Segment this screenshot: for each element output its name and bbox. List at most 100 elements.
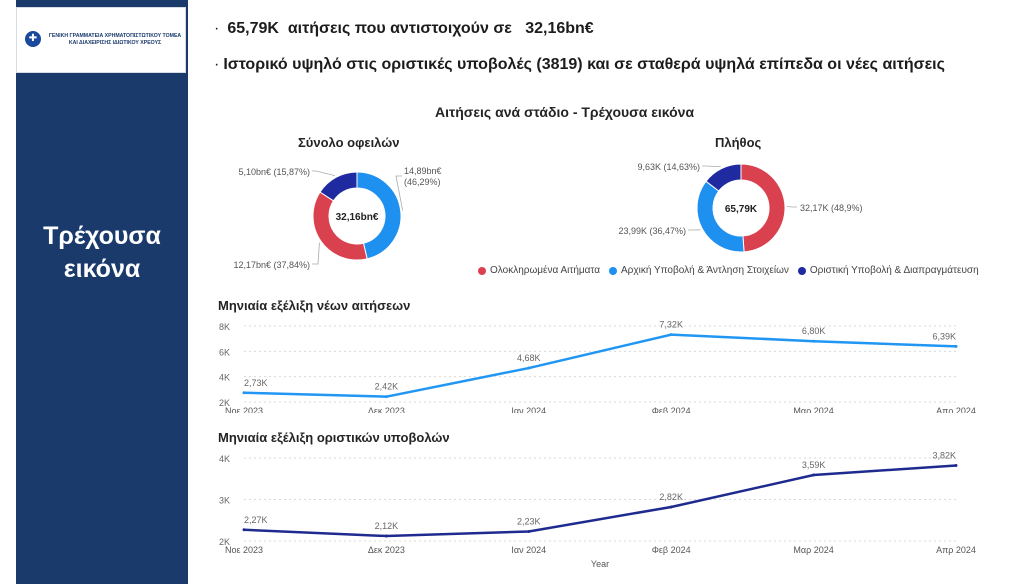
bullet-dot: · xyxy=(214,56,220,73)
data-point xyxy=(812,339,816,343)
data-point xyxy=(954,463,958,467)
leader-line xyxy=(312,242,320,265)
legend-item[interactable]: Αρχική Υποβολή & Άντληση Στοιχείων xyxy=(609,265,789,276)
data-label: 7,32K xyxy=(659,320,683,330)
sidebar-title-line-2: εικόνα xyxy=(63,255,141,283)
donut-count-title: Πλήθος xyxy=(715,135,762,150)
data-point xyxy=(527,529,531,533)
line-chart-new-applications: 8K 6K 4K 2K 2,73K Νοε 2023 2,42K Δεκ 2023 4,68K Ι… xyxy=(219,320,976,413)
donut-slice xyxy=(319,171,358,202)
data-point xyxy=(954,344,958,348)
x-tick-label: Νοε 2023 xyxy=(225,545,263,555)
summary-bullet-1: · 65,79K αιτήσεις που αντιστοιχούν σε 32,… xyxy=(214,20,594,38)
donut-slice xyxy=(705,163,742,192)
y-tick-label: 2K xyxy=(219,537,230,547)
leader-line xyxy=(786,206,797,208)
donut-chart-count: 32,17K (48,9%) 23,99K (36,47%) 9,63K (14,6… xyxy=(618,162,863,253)
y-tick-label: 6K xyxy=(219,347,230,357)
data-point xyxy=(669,333,673,337)
donut-center-label: 65,79K xyxy=(725,204,758,215)
leader-line xyxy=(395,175,404,211)
slice-data-label: 12,17bn€ (37,84%) xyxy=(233,260,310,270)
sidebar-title: Τρέχουσα εικόνα xyxy=(16,220,188,286)
slice-data-label: 14,89bn€ (46,29%) xyxy=(404,166,442,187)
slice-percent: (46,29%) xyxy=(404,177,441,187)
leader-line xyxy=(702,165,721,168)
x-tick-label: Δεκ 2023 xyxy=(368,406,405,413)
data-point xyxy=(384,395,388,399)
bullet-dot: · xyxy=(214,20,220,37)
donut-charts: 14,89bn€ (46,29%) 12,17bn€ (37,84%) 5,10bn€… xyxy=(233,162,863,270)
bullet-1-text: αιτήσεις που αντιστοιχούν σε xyxy=(287,20,512,37)
data-label: 2,12K xyxy=(375,521,399,531)
chart-legend: Ολοκληρωμένα Αιτήματα Αρχική Υποβολή & Άν… xyxy=(478,265,979,276)
logo-line-2: ΚΑΙ ΔΙΑΧΕΙΡΙΣΗΣ ΙΔΙΩΤΙΚΟΥ ΧΡΕΟΥΣ xyxy=(68,40,162,46)
series-line xyxy=(243,333,957,398)
y-tick-label: 3K xyxy=(219,496,230,506)
legend-dot-icon xyxy=(609,266,618,275)
data-point xyxy=(242,528,246,532)
data-point xyxy=(242,391,246,395)
legend-label: Ολοκληρωμένα Αιτήματα xyxy=(490,265,601,276)
slice-data-label: 5,10bn€ (15,87%) xyxy=(238,167,310,177)
organization-logo: ✚ ΓΕΝΙΚΗ ΓΡΑΜΜΑΤΕΙΑ ΧΡΗΜΑΤΟΠΙΣΤΩΤΙΚΟΥ ΤΟ… xyxy=(16,7,186,73)
data-label: 2,27K xyxy=(244,515,268,525)
legend-dot-icon xyxy=(797,266,806,275)
donut-debts-title: Σύνολο οφειλών xyxy=(298,135,400,150)
logo-line-1: ΓΕΝΙΚΗ ΓΡΑΜΜΑΤΕΙΑ ΧΡΗΜΑΤΟΠΙΣΤΩΤΙΚΟΥ ΤΟΜΕ… xyxy=(48,33,182,39)
data-label: 6,80K xyxy=(802,326,826,336)
data-label: 2,73K xyxy=(244,378,268,388)
data-point xyxy=(384,534,388,538)
data-label: 4,68K xyxy=(517,353,541,363)
data-point xyxy=(812,473,816,477)
x-tick-label: Απρ 2024 xyxy=(936,545,976,555)
donut-slice xyxy=(740,163,786,253)
line-chart-final-submissions: 4K 3K 2K 2,27K Νοε 2023 2,12K Δεκ 2023 2,23K Ιαν… xyxy=(219,450,976,569)
applications-count: 65,79K xyxy=(227,20,279,37)
y-tick-label: 4K xyxy=(219,373,230,383)
bullet-2-text: Ιστορικό υψηλό στις οριστικές υποβολές (… xyxy=(223,56,945,73)
x-tick-label: Δεκ 2023 xyxy=(368,545,405,555)
slice-data-label: 32,17K (48,9%) xyxy=(800,203,863,213)
donut-slice xyxy=(696,180,745,253)
line-chart-final-subs-title: Μηνιαία εξέλιξη οριστικών υποβολών xyxy=(218,430,450,445)
section-title: Αιτήσεις ανά στάδιο - Τρέχουσα εικόνα xyxy=(435,104,695,120)
x-tick-label: Φεβ 2024 xyxy=(652,406,691,413)
data-point xyxy=(527,366,531,370)
slice-data-label: 9,63K (14,63%) xyxy=(637,162,700,172)
y-tick-label: 8K xyxy=(219,322,230,332)
x-tick-label: Νοε 2023 xyxy=(225,406,263,413)
slice-value: 14,89bn€ xyxy=(404,166,442,176)
y-tick-label: 2K xyxy=(219,398,230,408)
y-tick-label: 4K xyxy=(219,454,230,464)
debt-amount: 32,16bn€ xyxy=(525,20,594,37)
legend-item[interactable]: Οριστική Υποβολή & Διαπραγμάτευση xyxy=(797,265,979,276)
donut-slice xyxy=(312,191,368,261)
summary-bullet-2: · Ιστορικό υψηλό στις οριστικές υποβολές … xyxy=(214,56,945,74)
sidebar-panel xyxy=(16,0,188,584)
x-tick-label: Ιαν 2024 xyxy=(511,545,546,555)
data-label: 2,23K xyxy=(517,516,541,526)
x-tick-label: Απρ 2024 xyxy=(936,406,976,413)
data-label: 3,59K xyxy=(802,460,826,470)
legend-dot-icon xyxy=(478,266,486,275)
data-label: 3,82K xyxy=(932,450,956,460)
sidebar-title-line-1: Τρέχουσα xyxy=(43,222,161,250)
donut-center-label: 32,16bn€ xyxy=(336,212,379,223)
data-label: 2,82K xyxy=(659,492,683,502)
legend-label: Οριστική Υποβολή & Διαπραγμάτευση xyxy=(809,265,979,276)
leader-line xyxy=(312,170,336,176)
data-label: 2,42K xyxy=(375,382,399,392)
data-label: 6,39K xyxy=(932,331,956,341)
x-tick-label: Ιαν 2024 xyxy=(511,406,546,413)
x-tick-label: Φεβ 2024 xyxy=(652,545,691,555)
legend-item[interactable]: Ολοκληρωμένα Αιτήματα xyxy=(478,265,600,276)
line-chart-new-apps-title: Μηνιαία εξέλιξη νέων αιτήσεων xyxy=(218,298,411,313)
legend-label: Αρχική Υποβολή & Άντληση Στοιχείων xyxy=(621,265,789,276)
x-axis-title: Year xyxy=(591,559,609,569)
x-tick-label: Μαρ 2024 xyxy=(793,406,833,413)
donut-chart-debts: 14,89bn€ (46,29%) 12,17bn€ (37,84%) 5,10bn€… xyxy=(233,166,441,270)
x-tick-label: Μαρ 2024 xyxy=(793,545,833,555)
series-line xyxy=(243,464,957,538)
donut-slice xyxy=(356,171,402,260)
